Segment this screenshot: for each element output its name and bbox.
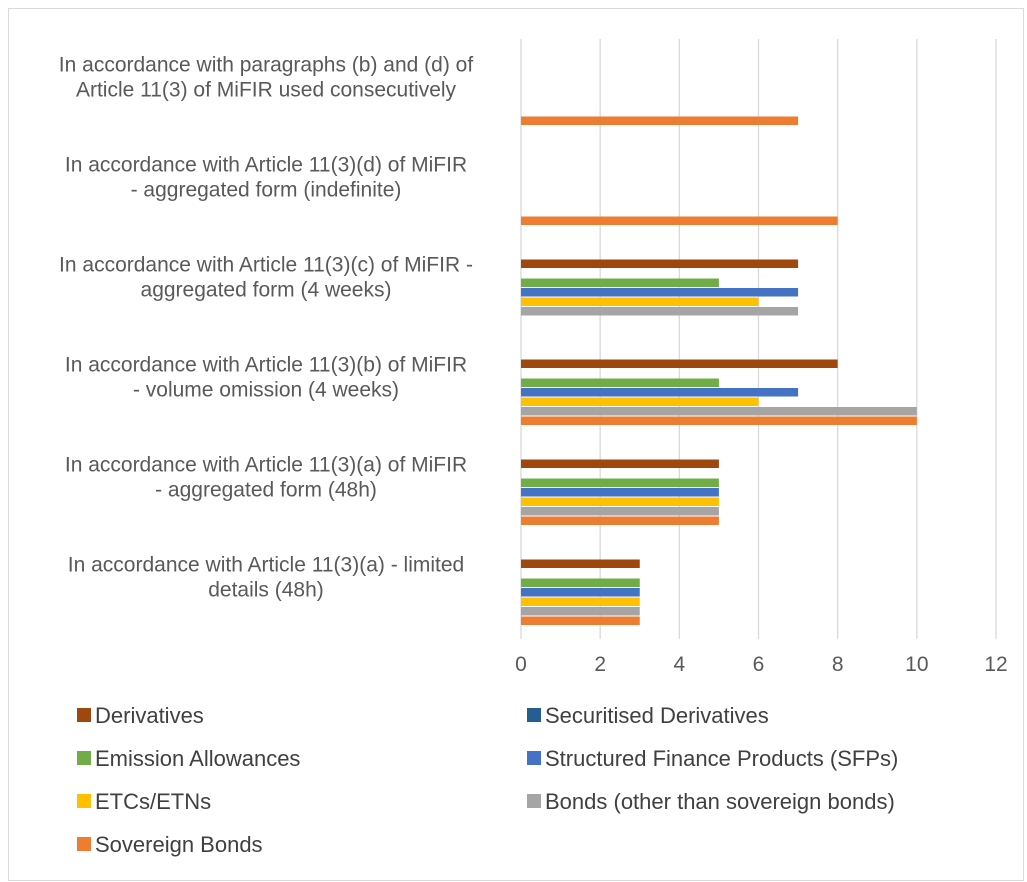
bar-emission-allowances-2 [521, 278, 719, 287]
category-label: In accordance with paragraphs (b) and (d… [59, 54, 474, 102]
legend-item-securitised-derivatives: Securitised Derivatives [527, 703, 769, 728]
legend-item-emission-allowances: Emission Allowances [77, 746, 300, 771]
bar-sovereign-bonds-3 [521, 416, 917, 425]
bar-bonds-other-than-sovereign-bonds--5 [521, 607, 640, 616]
bar-emission-allowances-3 [521, 378, 719, 387]
category-label: In accordance with Article 11(3)(a) - li… [68, 554, 464, 602]
legend-swatch [527, 708, 541, 722]
legend-swatch [77, 751, 91, 765]
category-label: In accordance with Article 11(3)(b) of M… [65, 354, 467, 402]
bar-sovereign-bonds-4 [521, 516, 719, 525]
legend-swatch [77, 837, 91, 851]
bar-etcs-etns-3 [521, 397, 759, 406]
legend-item-etcs-etns: ETCs/ETNs [77, 789, 211, 814]
x-axis-ticks: 0 2 4 6 8 10 12 [515, 653, 1008, 676]
legend-swatch [77, 708, 91, 722]
bar-derivatives-2 [521, 259, 799, 268]
legend-label: Sovereign Bonds [95, 832, 263, 857]
legend: Derivatives Securitised Derivatives Emissi… [77, 703, 898, 857]
bar-etcs-etns-4 [521, 497, 719, 506]
legend-swatch [527, 794, 541, 808]
bar-sovereign-bonds-5 [521, 616, 640, 625]
legend-label: Securitised Derivatives [545, 703, 769, 728]
legend-label: Bonds (other than sovereign bonds) [545, 789, 895, 814]
bar-emission-allowances-5 [521, 578, 640, 587]
legend-label: ETCs/ETNs [95, 789, 211, 814]
legend-label: Derivatives [95, 703, 204, 728]
legend-label: Emission Allowances [95, 746, 300, 771]
x-tick-label: 0 [515, 653, 527, 676]
bar-derivatives-3 [521, 359, 838, 368]
bar-derivatives-5 [521, 559, 640, 568]
legend-swatch [77, 794, 91, 808]
bars [521, 116, 917, 625]
bar-structured-finance-products-sfps--4 [521, 488, 719, 497]
bar-bonds-other-than-sovereign-bonds--2 [521, 307, 799, 316]
bar-sovereign-bonds-1 [521, 216, 838, 225]
bar-bonds-other-than-sovereign-bonds--4 [521, 507, 719, 516]
bar-bonds-other-than-sovereign-bonds--3 [521, 407, 917, 416]
bar-chart: In accordance with paragraphs (b) and (d… [59, 39, 1008, 857]
category-label: In accordance with Article 11(3)(d) of M… [65, 154, 467, 202]
category-labels: In accordance with paragraphs (b) and (d… [59, 54, 474, 602]
bar-etcs-etns-5 [521, 597, 640, 606]
x-tick-label: 4 [673, 653, 685, 676]
bar-etcs-etns-2 [521, 297, 759, 306]
legend-label: Structured Finance Products (SFPs) [545, 746, 898, 771]
category-label: In accordance with Article 11(3)(a) of M… [65, 454, 467, 502]
x-tick-label: 6 [753, 653, 765, 676]
bar-structured-finance-products-sfps--3 [521, 388, 799, 397]
bar-derivatives-4 [521, 459, 719, 468]
legend-item-structured-finance-products-sfps-: Structured Finance Products (SFPs) [527, 746, 898, 771]
x-tick-label: 8 [832, 653, 844, 676]
category-label: In accordance with Article 11(3)(c) of M… [59, 254, 473, 302]
legend-item-sovereign-bonds: Sovereign Bonds [77, 832, 263, 857]
x-tick-label: 2 [594, 653, 606, 676]
bar-structured-finance-products-sfps--5 [521, 588, 640, 597]
bar-structured-finance-products-sfps--2 [521, 288, 799, 297]
x-tick-label: 12 [984, 653, 1007, 676]
legend-item-derivatives: Derivatives [77, 703, 204, 728]
bar-sovereign-bonds-0 [521, 116, 799, 125]
legend-item-bonds-other-than-sovereign-bonds-: Bonds (other than sovereign bonds) [527, 789, 895, 814]
gridlines [520, 39, 997, 639]
bar-emission-allowances-4 [521, 478, 719, 487]
x-tick-label: 10 [905, 653, 928, 676]
chart-frame: In accordance with paragraphs (b) and (d… [8, 8, 1024, 881]
legend-swatch [527, 751, 541, 765]
